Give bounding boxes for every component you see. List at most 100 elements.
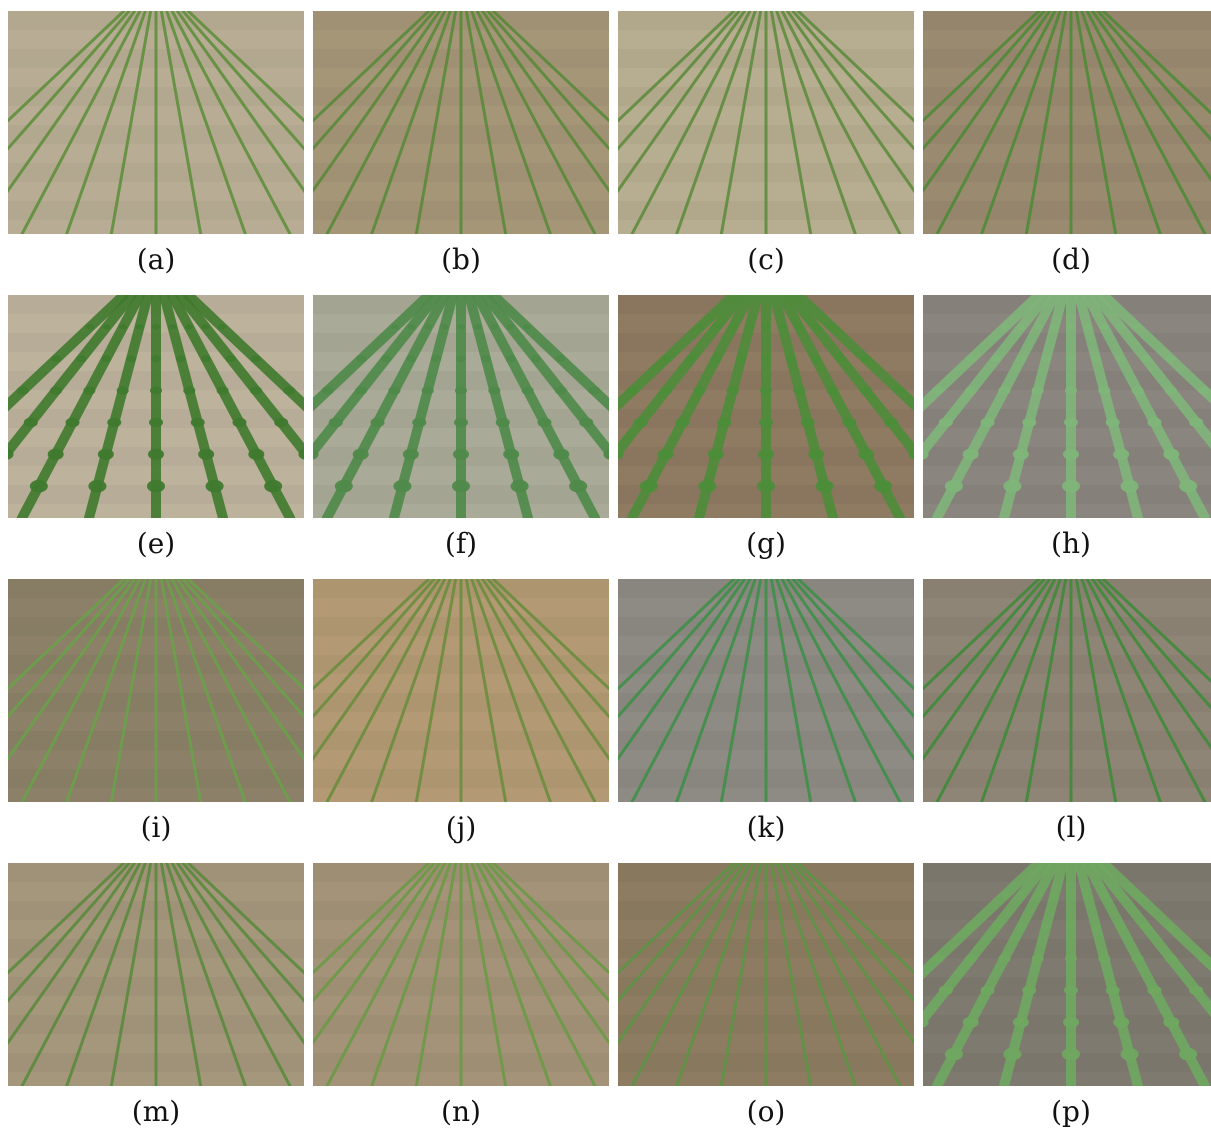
plant-leaf <box>147 479 165 493</box>
plant-leaf <box>248 448 265 460</box>
crop-row <box>159 579 203 802</box>
crop-row <box>618 863 736 975</box>
plant-leaf <box>29 479 48 493</box>
plant-leaf <box>480 355 491 363</box>
plant-leaf <box>1132 324 1141 330</box>
plant-leaf <box>675 417 690 428</box>
plant-leaf <box>761 355 771 363</box>
crop-row <box>618 579 736 691</box>
plant-leaf <box>1189 417 1204 428</box>
crop-row <box>414 11 458 234</box>
field-photo-p <box>923 863 1211 1086</box>
crop-row <box>8 295 137 460</box>
plant-leaf <box>47 448 64 460</box>
plant-leaf <box>726 386 739 395</box>
caption-a: (a) <box>136 243 176 276</box>
plant-leaf <box>1050 892 1059 898</box>
plant-leaf <box>923 1016 929 1028</box>
crop-row <box>470 11 552 234</box>
plant-leaf <box>1113 448 1130 460</box>
crop-row <box>159 11 203 234</box>
plant-leaf <box>800 417 815 428</box>
plant-leaf <box>407 324 416 330</box>
crop-row <box>796 579 914 691</box>
plant-leaf <box>1116 324 1125 330</box>
plant-leaf <box>553 448 570 460</box>
plant-leaf <box>406 355 417 363</box>
crop-row <box>480 863 609 1046</box>
plant-leaf <box>835 355 846 363</box>
plant-leaf <box>1132 892 1141 898</box>
panel-o: (o) <box>618 863 914 1146</box>
plant-leaf <box>217 324 226 330</box>
caption-c: (c) <box>747 243 785 276</box>
crop-row <box>923 579 1052 762</box>
plant-leaf <box>1083 324 1092 330</box>
plant-leaf <box>412 417 427 428</box>
plant-leaf <box>760 386 772 395</box>
crop-row <box>1085 579 1207 802</box>
field-photo-b <box>313 11 609 234</box>
plant-leaf <box>102 324 111 330</box>
plant-leaf <box>1198 386 1211 395</box>
plant-leaf <box>381 355 392 363</box>
crop-row <box>20 579 142 802</box>
crop-row <box>165 11 247 234</box>
crop-row <box>313 295 442 460</box>
plant-leaf <box>1098 954 1111 963</box>
crop-row <box>785 295 914 460</box>
plant-leaf <box>794 324 803 330</box>
plant-leaf <box>1105 417 1120 428</box>
crop-row <box>480 11 609 194</box>
plant-leaf <box>421 386 434 395</box>
plant-leaf <box>1164 954 1177 963</box>
plant-leaf <box>808 448 825 460</box>
crop-row <box>719 863 763 1086</box>
plant-leaf <box>537 417 552 428</box>
crop-row <box>325 11 447 234</box>
crop-row <box>8 11 126 123</box>
crop-row <box>470 863 552 1086</box>
caption-j: (j) <box>445 811 477 844</box>
caption-k: (k) <box>746 811 786 844</box>
crop-row <box>8 579 126 691</box>
crop-row <box>165 579 247 802</box>
caption-d: (d) <box>1051 243 1091 276</box>
panel-d: (d) <box>923 11 1211 294</box>
crop-row <box>791 11 914 151</box>
crop-row <box>313 295 434 412</box>
field-photo-h <box>923 295 1211 518</box>
plant-leaf <box>923 448 929 460</box>
crop-row <box>186 579 304 691</box>
crop-row <box>980 579 1062 802</box>
plant-leaf <box>8 448 14 460</box>
plant-leaf <box>440 324 449 330</box>
plant-leaf <box>264 479 283 493</box>
plant-leaf <box>579 417 594 428</box>
crop-row <box>1024 579 1068 802</box>
plant-leaf <box>998 386 1011 395</box>
crop-row <box>618 295 747 460</box>
panel-e: (e) <box>8 295 304 578</box>
plant-leaf <box>126 355 137 363</box>
plant-leaf <box>858 448 875 460</box>
plant-leaf <box>1131 386 1144 395</box>
plant-leaf <box>201 324 210 330</box>
panel-k: (k) <box>618 579 914 862</box>
crop-row <box>175 579 304 762</box>
crop-row <box>491 11 609 123</box>
plant-leaf <box>489 324 498 330</box>
crop-row <box>630 863 752 1086</box>
plant-leaf <box>505 355 516 363</box>
crop-row <box>719 579 763 802</box>
crop-row <box>8 295 129 412</box>
plant-leaf <box>893 386 906 395</box>
crop-row <box>618 863 741 1003</box>
caption-l: (l) <box>1055 811 1087 844</box>
plant-leaf <box>149 417 163 428</box>
crop-row <box>491 579 609 691</box>
crop-row <box>785 11 914 194</box>
plant-leaf <box>1016 355 1027 363</box>
plant-leaf <box>1116 892 1125 898</box>
caption-i: (i) <box>140 811 172 844</box>
